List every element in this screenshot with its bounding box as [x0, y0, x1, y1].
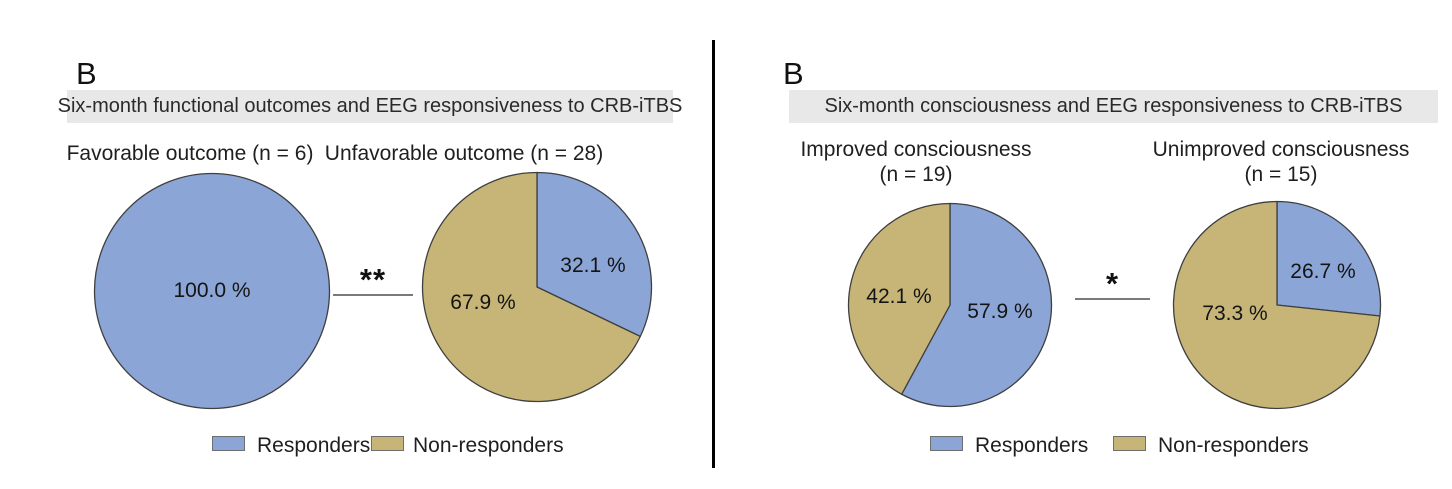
legend-swatch-responders-left [212, 436, 245, 451]
pie-slice-non-responders [421, 171, 641, 403]
legend-swatch-nonresponders-right [1113, 436, 1146, 451]
pie-slice-responders [1276, 200, 1382, 317]
slice-label-nonresponders-73: 73.3 % [1202, 302, 1268, 325]
legend-label-responders-left: Responders [257, 434, 371, 457]
pie-slice-responders [901, 202, 1053, 408]
pie-slice-responders [93, 172, 331, 410]
pie-subtitle-unimproved-line2: (n = 15) [1244, 163, 1318, 186]
pie-slice-non-responders [847, 202, 951, 395]
panel-label-left: B [76, 56, 97, 91]
pie-subtitle-improved: Improved consciousness (n = 19) [800, 137, 1031, 187]
slice-label-responders-100: 100.0 % [173, 279, 251, 302]
slice-label-responders-27: 26.7 % [1290, 260, 1356, 283]
pie-chart-favorable-outcome [93, 172, 331, 410]
pie-subtitle-improved-line1: Improved consciousness [800, 138, 1032, 161]
pie-slice-non-responders [1172, 200, 1381, 410]
panel-title-right: Six-month consciousness and EEG responsi… [789, 90, 1438, 123]
pie-subtitle-favorable: Favorable outcome (n = 6) [66, 142, 314, 165]
slice-label-responders-32: 32.1 % [560, 254, 626, 277]
slice-label-responders-58: 57.9 % [967, 300, 1033, 323]
pie-chart-unimproved-consciousness [1172, 200, 1382, 410]
legend-swatch-responders-right [930, 436, 963, 451]
significance-line-left [333, 294, 413, 296]
panel-divider [712, 40, 715, 468]
pie-chart-unfavorable-outcome [421, 171, 653, 403]
legend-label-nonresponders-left: Non-responders [413, 434, 564, 457]
panel-title-left: Six-month functional outcomes and EEG re… [58, 90, 682, 123]
pie-subtitle-unimproved-line1: Unimproved consciousness [1152, 138, 1410, 161]
pie-chart-improved-consciousness [847, 202, 1053, 408]
panel-label-right: B [783, 56, 804, 91]
pie-subtitle-improved-line2: (n = 19) [879, 163, 953, 186]
significance-marker-right: * [1105, 266, 1120, 301]
legend-label-nonresponders-right: Non-responders [1158, 434, 1309, 457]
legend-label-responders-right: Responders [975, 434, 1089, 457]
significance-line-right [1075, 298, 1150, 300]
pie-slice-responders [536, 171, 653, 338]
pie-subtitle-unimproved: Unimproved consciousness (n = 15) [1153, 137, 1410, 187]
significance-marker-left: ** [359, 262, 387, 297]
slice-label-nonresponders-42: 42.1 % [866, 285, 932, 308]
pie-subtitle-unfavorable: Unfavorable outcome (n = 28) [324, 142, 604, 165]
slice-label-nonresponders-68: 67.9 % [450, 291, 516, 314]
legend-swatch-nonresponders-left [371, 436, 404, 451]
